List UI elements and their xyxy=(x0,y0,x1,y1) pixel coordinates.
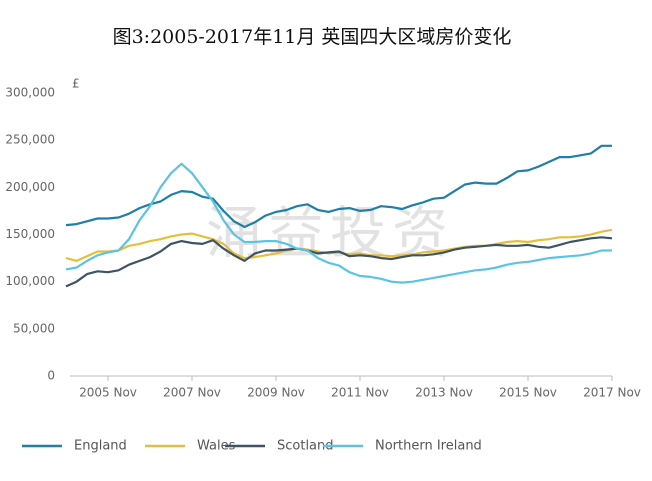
x-tick-label: 2009 Nov xyxy=(247,386,305,400)
y-tick-label: 150,000 xyxy=(5,227,55,241)
y-tick-label: 250,000 xyxy=(5,133,55,147)
legend-label: England xyxy=(74,439,127,454)
y-tick-label: 100,000 xyxy=(5,274,55,288)
x-tick-label: 2005 Nov xyxy=(79,386,137,400)
legend-label: Wales xyxy=(197,439,236,454)
y-tick-label: 200,000 xyxy=(5,180,55,194)
x-tick-label: 2015 Nov xyxy=(499,386,557,400)
y-unit: £ xyxy=(72,77,80,91)
y-tick-label: 50,000 xyxy=(13,321,55,335)
chart-title: 图3:2005-2017年11月 英国四大区域房价变化 xyxy=(113,26,512,48)
x-tick-label: 2017 Nov xyxy=(583,386,641,400)
x-tick-label: 2013 Nov xyxy=(415,386,473,400)
y-tick-label: 0 xyxy=(47,369,55,383)
legend-label: Northern Ireland xyxy=(375,439,482,454)
y-tick-label: 300,000 xyxy=(5,86,55,100)
x-tick-label: 2011 Nov xyxy=(331,386,389,400)
series-line xyxy=(65,162,612,284)
legend-label: Scotland xyxy=(277,439,334,454)
series-line xyxy=(65,144,612,229)
series-line xyxy=(65,236,613,288)
x-tick-label: 2007 Nov xyxy=(163,386,221,400)
